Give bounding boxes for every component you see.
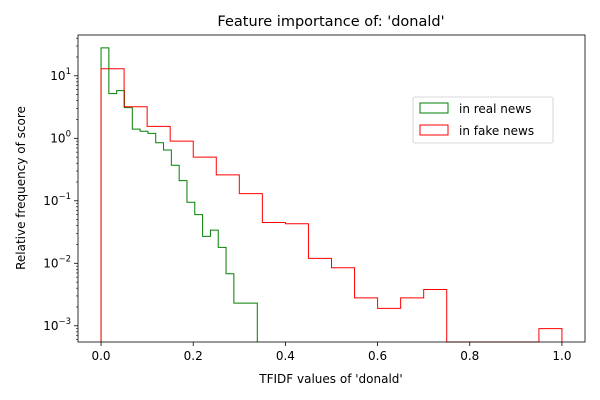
x-tick-label: 0.4: [276, 349, 295, 363]
x-axis: 0.0 0.2 0.4 0.6 0.8 1.0: [91, 342, 572, 363]
y-tick-label: 10−2: [43, 254, 71, 270]
y-axis-title: Relative frequency of score: [14, 106, 28, 270]
legend-swatch-fake: [419, 124, 449, 136]
x-tick-label: 1.0: [552, 349, 571, 363]
y-tick-exponent: −3: [58, 317, 71, 327]
y-tick-label: 101: [50, 67, 71, 83]
legend: in real news in fake news: [412, 96, 554, 144]
legend-label-real: in real news: [459, 102, 531, 116]
y-tick-base: 10: [50, 69, 65, 83]
y-tick-base: 10: [43, 256, 58, 270]
x-axis-title: TFIDF values of 'donald': [258, 372, 402, 386]
y-tick-exponent: 0: [66, 129, 71, 139]
y-tick-exponent: 1: [66, 67, 71, 77]
y-tick-exponent: −1: [58, 192, 71, 202]
chart-title: Feature importance of: 'donald': [217, 14, 444, 30]
legend-label-fake: in fake news: [459, 124, 534, 138]
y-tick-base: 10: [50, 131, 65, 145]
x-tick-label: 0.6: [368, 349, 387, 363]
legend-swatch-real: [419, 102, 449, 114]
y-tick-base: 10: [43, 319, 58, 333]
y-tick-label: 10−3: [43, 317, 71, 333]
y-tick-exponent: −2: [58, 254, 71, 264]
y-tick-label: 10−1: [43, 192, 71, 208]
y-tick-base: 10: [43, 194, 58, 208]
y-tick-label: 100: [50, 129, 71, 145]
x-tick-label: 0.8: [460, 349, 479, 363]
x-tick-label: 0.0: [91, 349, 110, 363]
x-tick-label: 0.2: [184, 349, 203, 363]
plot-frame: [77, 34, 586, 343]
